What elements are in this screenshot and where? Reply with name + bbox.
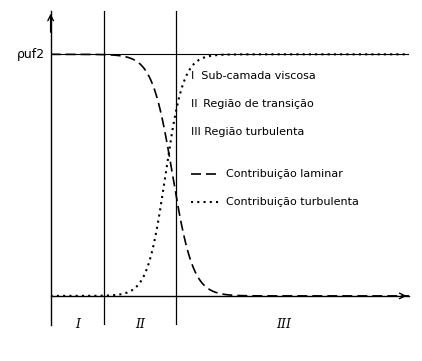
Text: III Região turbulenta: III Região turbulenta	[191, 127, 304, 137]
Text: Contribuição turbulenta: Contribuição turbulenta	[227, 197, 359, 207]
Text: ρuf2: ρuf2	[17, 48, 45, 61]
Text: I: I	[75, 318, 80, 331]
Text: II: II	[135, 318, 145, 331]
Text: I  Sub-camada viscosa: I Sub-camada viscosa	[191, 71, 315, 81]
Text: III: III	[276, 318, 291, 331]
Text: II Região de transição: II Região de transição	[191, 99, 313, 109]
Text: Contribuição laminar: Contribuição laminar	[227, 169, 343, 179]
